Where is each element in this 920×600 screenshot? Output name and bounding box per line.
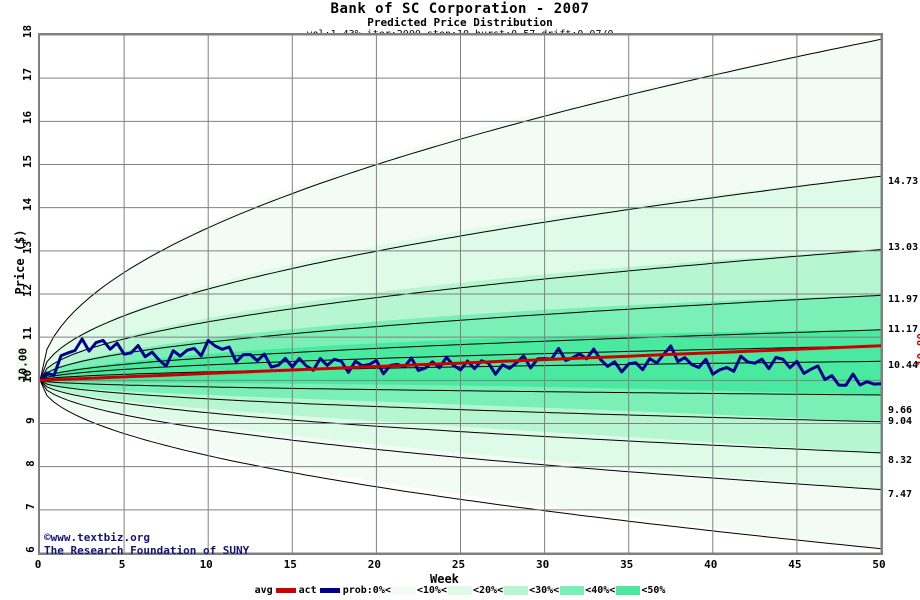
y-axis-tick: 7 [24,503,38,510]
chart-title: Bank of SC Corporation - 2007 [330,1,590,17]
right-value-label: 11.17 [888,324,919,335]
x-axis-tick: 15 [283,558,297,571]
y-axis-tick: 16 [20,111,34,125]
y-axis-tick: 9 [24,416,38,424]
watermark-line-2: The Research Foundation of SUNY [44,544,250,557]
legend-prob-label: prob:0%< [342,585,391,596]
legend-color-swatch [447,586,472,595]
y-axis-tick: 11 [20,327,34,341]
legend-band-label: <30%< [529,585,560,596]
legend-act-label: act [298,585,317,596]
x-axis-tick: 50 [872,558,886,571]
legend-color-swatch [504,586,529,595]
right-value-label: 11.97 [888,294,919,305]
y-axis-tick: 13 [20,240,34,254]
y-axis-tick: 17 [20,68,34,82]
right-value-label: 9.04 [888,416,913,427]
right-value-label: 14.73 [888,176,919,187]
x-axis-tick: 5 [118,558,126,571]
legend-avg-swatch [275,588,296,593]
x-axis-tick: 25 [451,558,466,571]
y-axis-tick: 10 [20,370,34,384]
x-axis-tick: 10 [199,558,213,571]
legend-avg-label: avg [254,585,273,596]
y-axis-tick: 15 [20,154,34,168]
fan-chart-svg [40,35,881,553]
legend-band-entries: <10%< <20%< <30%< <40%< <50% [391,585,666,597]
legend-act-swatch [319,588,340,593]
watermark-line-1: ©www.textbiz.org [44,531,150,544]
x-axis-tick: 20 [367,558,382,571]
legend-band-label: <40%< [585,585,616,596]
right-value-label: 13.03 [888,242,919,253]
avg-end-value-label: 10.80 [915,332,920,367]
legend-band-label: <20%< [472,585,504,596]
plot-inner [40,35,881,553]
x-axis-tick: 35 [620,558,634,571]
y-axis-tick: 18 [20,24,34,39]
right-value-label: 9.66 [888,405,913,416]
chart-subtitle: Predicted Price Distribution [367,16,553,29]
x-axis-tick: 30 [535,558,550,571]
legend-color-swatch [616,586,641,595]
right-value-label: 10.44 [888,360,919,371]
x-axis-title: Week [430,572,459,586]
legend-color-swatch [560,586,585,595]
y-axis-tick: 14 [20,197,34,211]
right-value-label: 7.47 [888,489,913,500]
plot-area [38,33,883,555]
y-axis-tick: 8 [24,459,38,467]
y-axis-tick: 6 [24,546,38,553]
watermark: ©www.textbiz.org The Research Foundation… [44,531,249,557]
legend-band-label: <50% [641,585,666,596]
legend-color-swatch [391,586,416,595]
chart-legend: avg act prob:0%< <10%< <20%< <30%< <40%< <50% [0,585,920,597]
x-axis-tick: 40 [704,558,718,571]
legend-band-label: <10%< [416,585,447,596]
right-value-label: 8.32 [888,455,913,466]
y-axis-tick: 12 [20,283,34,298]
x-axis-tick: 45 [788,558,802,571]
x-axis-tick: 0 [34,558,42,571]
